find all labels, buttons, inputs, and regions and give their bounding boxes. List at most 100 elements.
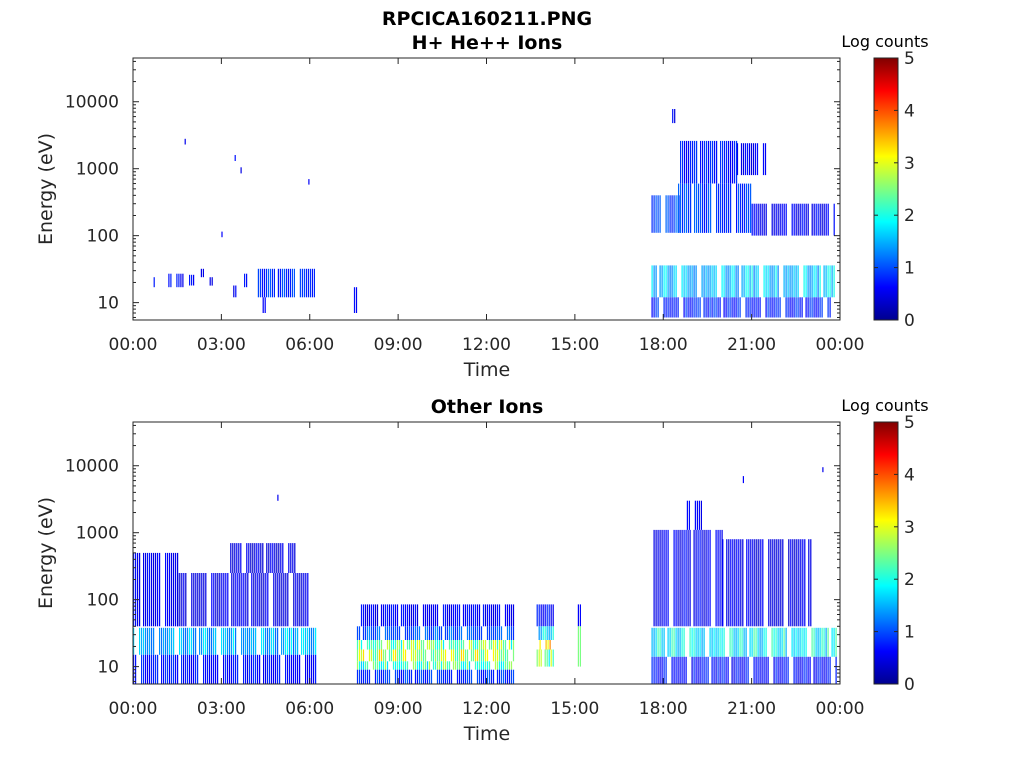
spectrogram-cell (414, 626, 417, 640)
spectrogram-cell (466, 661, 469, 670)
spectrogram-cell (151, 627, 153, 655)
spectrogram-cell (752, 143, 755, 176)
spectrogram-cell (366, 604, 369, 627)
spectrogram-cell (550, 626, 552, 640)
spectrogram-cell (701, 529, 703, 627)
spectrogram-cell (261, 573, 263, 627)
spectrogram-cell (282, 543, 284, 573)
spectrogram-cell (305, 268, 307, 298)
spectrogram-cell (817, 297, 819, 318)
spectrogram-cell (813, 203, 815, 236)
spectrogram-cell (205, 654, 207, 684)
spectrogram-cell (733, 265, 735, 298)
spectrogram-cell (731, 627, 733, 657)
spectrogram-cell (416, 626, 419, 640)
spectrogram-cell (203, 654, 205, 684)
spectrogram-cell (762, 143, 765, 176)
spectrogram-cell (476, 669, 479, 684)
spectrogram-cell (715, 297, 717, 318)
spectrogram-cell (771, 265, 773, 298)
spectrogram-cell (434, 626, 437, 640)
spectrogram-cell (362, 649, 365, 662)
spectrogram-cell (454, 640, 457, 650)
spectrogram-cell (388, 604, 391, 627)
spectrogram-cell (651, 627, 653, 657)
spectrogram-cell (749, 297, 751, 318)
spectrogram-cell (139, 552, 141, 627)
spectrogram-cell (466, 649, 469, 662)
spectrogram-cell (667, 529, 669, 627)
spectrogram-cell (708, 183, 710, 233)
spectrogram-cell (426, 640, 429, 650)
spectrogram-cell (757, 203, 759, 236)
spectrogram-cell (492, 604, 495, 627)
spectrogram-cell (368, 626, 371, 640)
spectrogram-cell (180, 273, 182, 288)
spectrogram-cell (544, 626, 546, 640)
spectrogram-cell (360, 604, 363, 627)
spectrogram-cell (179, 627, 181, 655)
spectrogram-cell (272, 543, 274, 573)
spectrogram-cell (657, 627, 659, 657)
spectrogram-cell (183, 654, 185, 684)
spectrogram-cell (698, 500, 700, 530)
spectrogram-cell (723, 627, 725, 657)
spectrogram-cell (396, 649, 399, 662)
spectrogram-cell (757, 297, 759, 318)
spectrogram-cell (773, 203, 775, 236)
spectrogram-cell (703, 627, 705, 657)
spectrogram-cell (687, 297, 689, 318)
spectrogram-cell (374, 626, 377, 640)
spectrogram-cell (213, 654, 215, 684)
spectrogram-cell (709, 265, 711, 298)
spectrogram-cell (749, 627, 751, 657)
spectrogram-cell (444, 661, 447, 670)
spectrogram-cell (268, 543, 270, 573)
spectrogram-cell (791, 627, 793, 657)
spectrogram-cell (355, 287, 358, 313)
spectrogram-cell (506, 604, 509, 627)
spectrogram-cell (374, 661, 377, 670)
spectrogram-cell (508, 604, 511, 627)
spectrogram-cell (488, 604, 491, 627)
spectrogram-cell (251, 573, 253, 627)
spectrogram-cell (167, 654, 169, 684)
spectrogram-cell (277, 654, 279, 684)
spectrogram-cell (801, 656, 803, 684)
spectrogram-cell (450, 649, 453, 662)
spectrogram-cell (500, 661, 503, 670)
spectrogram-cell (420, 661, 423, 670)
spectrogram-cell (512, 640, 515, 650)
spectrogram-cell (736, 140, 738, 184)
spectrogram-cell (773, 656, 775, 684)
spectrogram-cell (767, 265, 769, 298)
spectrogram-cell (277, 494, 279, 501)
spectrogram-cell (171, 552, 173, 627)
spectrogram-cell (303, 573, 305, 627)
spectrogram-cell (151, 552, 153, 627)
spectrogram-cell (307, 654, 309, 684)
spectrogram-cell (822, 467, 824, 473)
spectrogram-cell (793, 203, 795, 236)
spectrogram-cell (694, 500, 696, 530)
spectrogram-cell (734, 140, 736, 184)
spectrogram-cell (175, 654, 177, 684)
spectrogram-cell (821, 656, 823, 684)
spectrogram-cell (374, 640, 377, 650)
y-tick-label: 10 (97, 294, 119, 314)
x-tick-label: 06:00 (285, 335, 334, 355)
spectrogram-cell (199, 627, 201, 655)
spectrogram-cell (143, 552, 145, 627)
spectrogram-cell (498, 649, 501, 662)
spectrogram-cell (691, 297, 693, 318)
spectrogram-cell (205, 627, 207, 655)
spectrogram-cell (719, 529, 721, 627)
spectrogram-cell (229, 627, 231, 655)
spectrogram-cell (508, 640, 511, 650)
spectrogram-cell (428, 669, 431, 684)
spectrogram-cell (418, 661, 421, 670)
spectrogram-cell (360, 649, 363, 662)
spectrogram-cell (436, 626, 439, 640)
spectrogram-cell (464, 604, 467, 627)
x-tick-label: 06:00 (285, 699, 334, 719)
